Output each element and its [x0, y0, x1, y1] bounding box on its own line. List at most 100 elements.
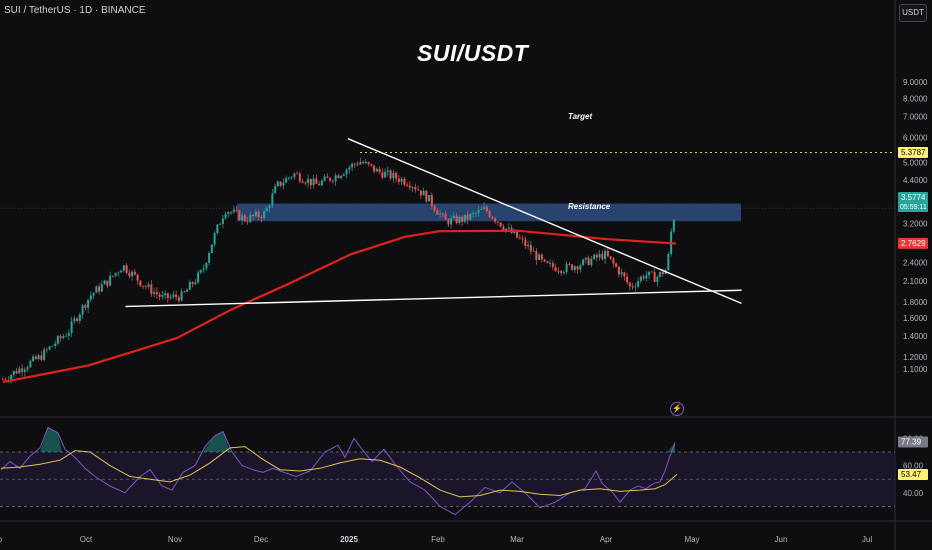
candle-body — [230, 212, 233, 213]
candle-body — [609, 256, 612, 259]
candle-body — [81, 305, 84, 315]
candle-body — [232, 209, 235, 213]
candle-body — [639, 276, 642, 282]
candle-body — [329, 177, 332, 181]
support-line — [125, 289, 742, 308]
rsi-overbought-fill — [40, 427, 62, 452]
candle-body — [309, 178, 312, 186]
candle-body — [158, 294, 161, 297]
candle-body — [389, 170, 392, 179]
currency-button[interactable]: USDT — [899, 4, 927, 22]
candle-body — [37, 355, 40, 360]
candle-body — [590, 259, 593, 266]
price-label-box — [898, 146, 928, 158]
candle-body — [579, 265, 582, 270]
candle-body — [414, 187, 417, 190]
candle-body — [21, 368, 24, 372]
candles — [1, 157, 675, 384]
candle-body — [571, 264, 574, 270]
candle-body — [507, 227, 510, 229]
candle-body — [604, 250, 607, 260]
rsi-signal-line — [0, 446, 678, 498]
candle-body — [87, 299, 90, 308]
candle-body — [606, 250, 609, 257]
candle-body — [285, 178, 288, 183]
candle-body — [656, 276, 659, 282]
candle-body — [505, 228, 508, 231]
candle-body — [378, 168, 381, 172]
candle-body — [241, 215, 244, 221]
candle-body — [136, 274, 139, 281]
candle-body — [386, 170, 389, 172]
candle-body — [538, 254, 541, 260]
candle-body — [582, 259, 585, 266]
candle-body — [430, 195, 433, 206]
candle-body — [573, 266, 576, 270]
candle-body — [384, 171, 387, 178]
candle-body — [411, 187, 414, 188]
candle-body — [246, 221, 249, 222]
time-tick-label: Feb — [431, 535, 445, 544]
candle-body — [18, 368, 21, 374]
candle-body — [524, 239, 527, 247]
candle-body — [620, 272, 623, 275]
candle-body — [491, 216, 494, 219]
candle-body — [477, 209, 480, 213]
candle-body — [593, 254, 596, 260]
candle-body — [260, 216, 263, 219]
candle-body — [62, 336, 65, 339]
candle-body — [117, 272, 120, 274]
price-tick-label: 1.2000 — [903, 353, 928, 362]
price-tick-label: 8.0000 — [903, 94, 928, 103]
moving-average-line — [2, 229, 676, 384]
candle-body — [1, 379, 4, 381]
candle-body — [315, 178, 318, 184]
candle-body — [320, 180, 323, 186]
candle-body — [268, 205, 271, 208]
candle-body — [26, 367, 29, 370]
candle-body — [235, 209, 238, 211]
candle-body — [298, 173, 301, 182]
candle-body — [254, 211, 257, 217]
candle-body — [48, 346, 51, 350]
candle-body — [362, 162, 365, 164]
candle-body — [364, 162, 367, 164]
candle-body — [653, 272, 656, 282]
candle-body — [645, 275, 648, 279]
candle-body — [408, 185, 411, 188]
candle-body — [345, 169, 348, 175]
candle-body — [334, 175, 337, 182]
candle-body — [54, 343, 57, 346]
candle-body — [419, 190, 422, 196]
lightning-alert-icon[interactable]: ⚡ — [670, 402, 684, 416]
candle-body — [469, 213, 472, 220]
price-label-box — [898, 237, 928, 249]
candle-body — [353, 163, 356, 165]
price-tick-label: 6.0000 — [903, 134, 928, 143]
candle-body — [15, 370, 18, 374]
candle-body — [84, 305, 87, 308]
candle-body — [551, 263, 554, 267]
candle-body — [546, 261, 549, 264]
candle-body — [395, 172, 398, 179]
candle-body — [392, 172, 395, 179]
candle-body — [648, 271, 651, 276]
candle-body — [296, 173, 299, 175]
candle-body — [406, 184, 409, 186]
candle-body — [527, 245, 530, 247]
candle-body — [29, 360, 32, 368]
time-tick-label: Jun — [775, 535, 788, 544]
candle-body — [125, 265, 128, 273]
candle-body — [439, 213, 442, 215]
candle-body — [197, 272, 200, 283]
candle-body — [208, 252, 211, 263]
candle-body — [155, 292, 158, 295]
price-tick-label: 1.4000 — [903, 332, 928, 341]
candle-body — [447, 219, 450, 225]
candle-body — [70, 321, 73, 333]
rsi-line — [0, 426, 676, 516]
rsi-overbought-fill — [668, 442, 675, 452]
candle-body — [373, 165, 376, 172]
candle-body — [617, 266, 620, 275]
